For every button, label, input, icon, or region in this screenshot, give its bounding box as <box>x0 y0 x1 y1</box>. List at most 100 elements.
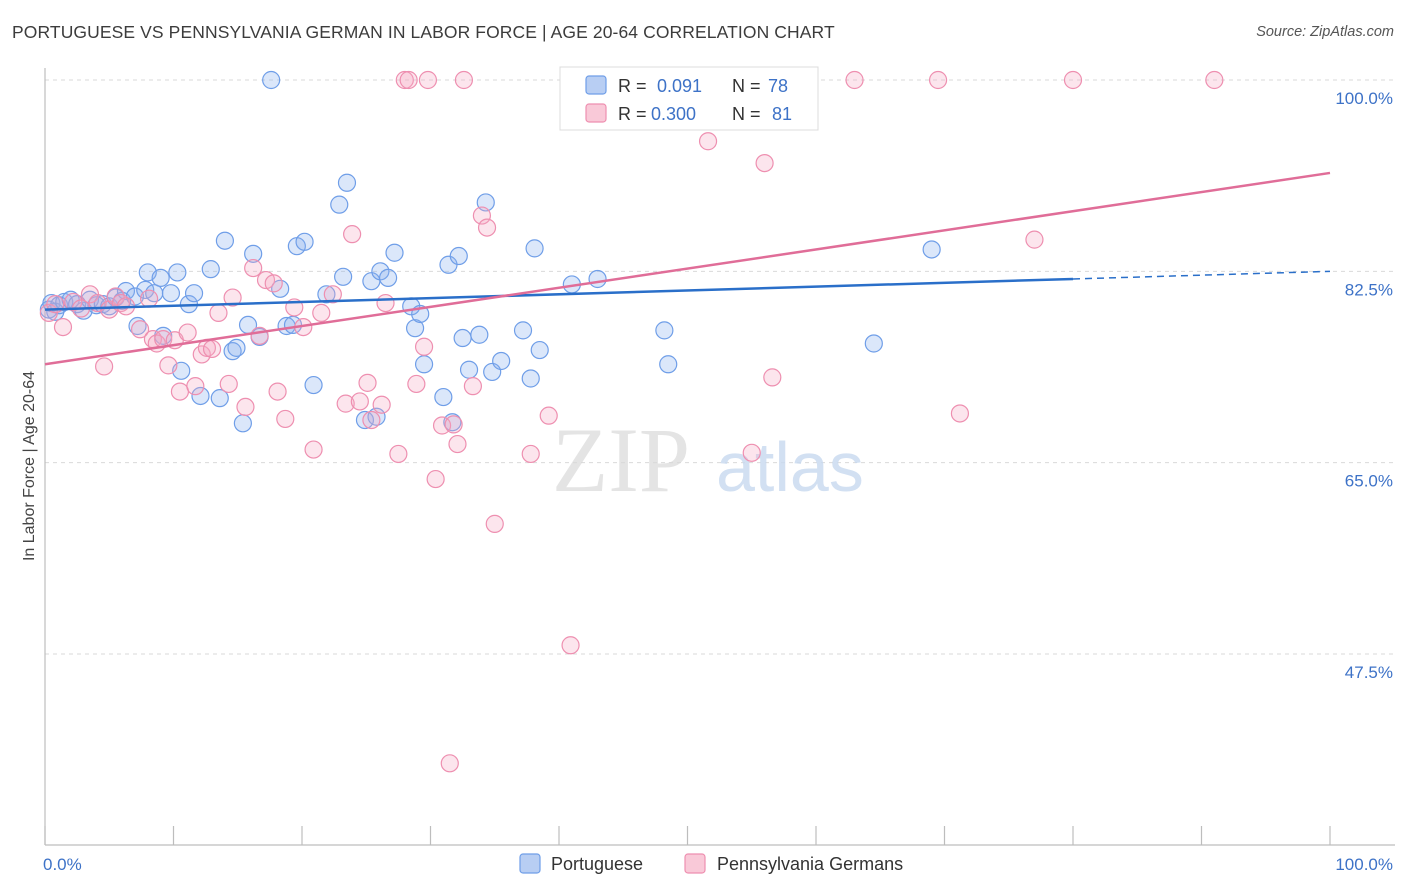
trend-lines <box>44 171 1331 366</box>
pennsylvania-german-point-24 <box>202 339 222 359</box>
portuguese-point-62 <box>459 360 479 379</box>
pennsylvania-german-point-80 <box>742 443 761 462</box>
portuguese-point-28 <box>201 260 220 279</box>
portuguese-point-16 <box>128 316 147 336</box>
legend-n-label-pennsylvania-germans: N = <box>732 104 761 124</box>
legend-swatch-portuguese <box>585 75 607 95</box>
pennsylvania-german-point-53 <box>426 469 445 489</box>
watermark-atlas: atlas <box>716 428 864 506</box>
y-tick-label-3: 100.0% <box>1335 89 1393 108</box>
pennsylvania-german-point-28 <box>236 397 255 417</box>
y-tick-labels: 47.5% 65.0% 82.5% 100.0% <box>1335 89 1393 682</box>
portuguese-point-67 <box>513 321 533 340</box>
pennsylvania-german-point-34 <box>276 409 295 429</box>
portuguese-point-35 <box>244 244 263 263</box>
pennsylvania-german-point-30 <box>250 326 269 345</box>
legend-n-value-portuguese: 78 <box>768 76 788 96</box>
portuguese-point-60 <box>449 246 468 266</box>
portuguese-points <box>39 70 941 433</box>
pennsylvania-german-point-37 <box>304 440 323 459</box>
pennsylvania-german-point-74 <box>845 70 864 90</box>
pennsylvania-german-point-33 <box>268 382 287 401</box>
portuguese-trend-extension <box>1072 270 1331 280</box>
pennsylvania-german-point-12 <box>130 320 150 339</box>
pennsylvania-german-point-79 <box>1205 70 1224 90</box>
pennsylvania-german-point-48 <box>395 70 414 90</box>
portuguese-point-63 <box>470 325 489 344</box>
portuguese-point-26 <box>184 284 204 303</box>
portuguese-point-76 <box>922 240 941 259</box>
x-tick-label-1: 100.0% <box>1335 855 1393 874</box>
pennsylvania-german-point-25 <box>209 303 228 322</box>
pennsylvania-german-point-49 <box>399 70 418 90</box>
portuguese-point-69 <box>525 239 544 258</box>
bottom-legend-swatch-portuguese <box>519 853 541 874</box>
legend-r-value-portuguese: 0.091 <box>657 76 702 96</box>
pennsylvania-german-point-58 <box>454 70 474 90</box>
pennsylvania-german-point-20 <box>178 323 197 342</box>
legend-swatch-pennsylvania-germans <box>585 103 607 123</box>
portuguese-point-47 <box>355 410 375 430</box>
y-tick-label-0: 47.5% <box>1345 663 1393 682</box>
bottom-legend-label-pennsylvania-germans: Pennsylvania Germans <box>717 854 903 874</box>
portuguese-trend-line <box>44 277 1074 311</box>
pennsylvania-german-point-40 <box>336 394 355 413</box>
x-tick-label-0: 0.0% <box>43 855 82 874</box>
pennsylvania-german-point-29 <box>244 258 263 278</box>
portuguese-point-41 <box>295 232 314 251</box>
portuguese-point-29 <box>210 389 229 408</box>
portuguese-point-30 <box>215 231 234 250</box>
portuguese-point-27 <box>191 386 210 406</box>
portuguese-point-70 <box>530 340 549 360</box>
y-tick-label-2: 82.5% <box>1345 280 1393 299</box>
pennsylvania-german-point-75 <box>928 70 948 90</box>
portuguese-point-14 <box>116 281 136 301</box>
pennsylvania-german-point-27 <box>223 288 242 307</box>
chart-title: PORTUGUESE VS PENNSYLVANIA GERMAN IN LAB… <box>12 22 835 42</box>
y-tick-label-1: 65.0% <box>1345 472 1393 491</box>
pennsylvania-german-trend-line <box>44 171 1331 366</box>
pennsylvania-german-point-61 <box>477 218 497 237</box>
portuguese-point-52 <box>385 243 404 262</box>
pennsylvania-german-point-13 <box>139 289 159 308</box>
portuguese-point-33 <box>233 414 252 433</box>
legend-n-value-pennsylvania-germans: 81 <box>772 104 792 124</box>
pennsylvania-german-point-21 <box>186 377 205 396</box>
pennsylvania-german-point-62 <box>485 514 504 533</box>
portuguese-point-43 <box>317 285 336 304</box>
pennsylvania-german-point-57 <box>448 434 467 454</box>
bottom-legend-label-portuguese: Portuguese <box>551 854 643 874</box>
pennsylvania-german-point-19 <box>170 382 190 401</box>
pennsylvania-german-point-7 <box>95 357 114 376</box>
portuguese-point-75 <box>864 334 883 353</box>
portuguese-point-57 <box>434 387 453 407</box>
pennsylvania-german-point-77 <box>1025 230 1044 249</box>
portuguese-point-77 <box>262 70 281 90</box>
legend-n-label-portuguese: N = <box>732 76 761 96</box>
portuguese-point-51 <box>378 268 398 287</box>
pennsylvania-german-point-60 <box>472 206 491 225</box>
pennsylvania-german-point-47 <box>389 444 408 464</box>
portuguese-point-44 <box>330 195 349 214</box>
portuguese-point-68 <box>521 369 540 388</box>
pennsylvania-german-point-55 <box>440 754 459 773</box>
legend-r-value-pennsylvania-germans: 0.300 <box>651 104 696 124</box>
portuguese-point-61 <box>453 328 472 348</box>
pennsylvania-german-point-39 <box>323 285 342 304</box>
pennsylvania-german-point-52 <box>418 70 438 90</box>
portuguese-point-56 <box>414 355 434 374</box>
pennsylvania-german-point-56 <box>444 415 463 434</box>
bottom-legend: Portuguese Pennsylvania Germans <box>519 853 903 874</box>
pennsylvania-german-point-44 <box>362 410 381 430</box>
pennsylvania-german-point-78 <box>1063 70 1083 90</box>
pennsylvania-german-point-51 <box>414 337 434 356</box>
source-label: Source: ZipAtlas.com <box>1256 24 1394 40</box>
pennsylvania-german-point-76 <box>950 404 970 423</box>
y-axis-label: In Labor Force | Age 20-64 <box>21 371 38 561</box>
pennsylvania-german-point-41 <box>343 225 362 244</box>
pennsylvania-german-point-43 <box>358 373 377 392</box>
portuguese-point-73 <box>655 321 674 340</box>
pennsylvania-german-point-32 <box>264 274 283 293</box>
portuguese-point-45 <box>334 267 353 286</box>
